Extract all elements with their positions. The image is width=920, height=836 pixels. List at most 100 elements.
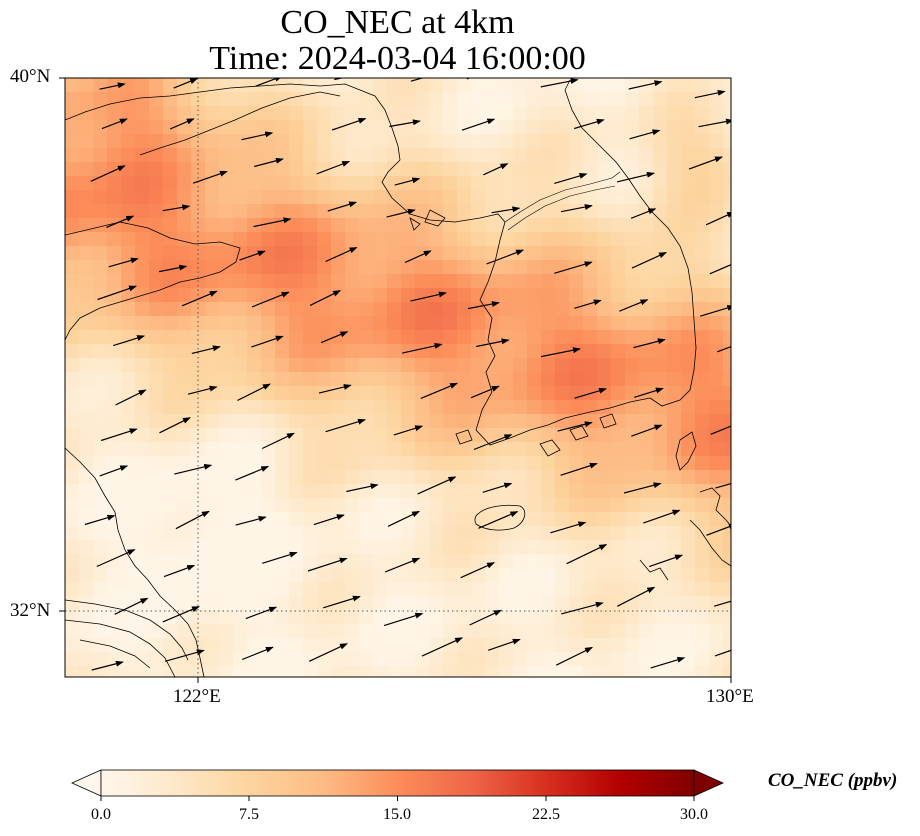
wind-arrow <box>630 208 657 219</box>
wind-arrow <box>262 551 298 564</box>
wind-arrow <box>554 173 588 184</box>
wind-arrow <box>90 165 126 182</box>
wind-arrow <box>715 483 731 489</box>
wind-arrow <box>540 78 579 88</box>
wind-arrow <box>402 342 443 354</box>
wind-arrow <box>331 118 367 131</box>
wind-arrow <box>710 425 731 435</box>
wind-arrow <box>323 595 361 609</box>
wind-arrow <box>241 646 274 661</box>
wind-arrow <box>101 118 128 130</box>
wind-arrow <box>574 299 602 309</box>
colorbar-tick-label-1: 7.5 <box>239 806 259 823</box>
wind-arrow <box>709 264 731 275</box>
wind-arrow <box>108 257 139 268</box>
wind-vectors <box>84 78 731 671</box>
wind-arrow <box>192 170 228 184</box>
wind-arrow <box>113 335 146 347</box>
coastline-china-east <box>65 447 205 677</box>
coastline-korea-east <box>564 89 697 407</box>
wind-arrow <box>486 249 525 265</box>
wind-arrow <box>650 656 686 669</box>
map-frame <box>64 77 732 678</box>
wind-arrow <box>99 465 129 477</box>
coastline-korea-west <box>475 221 651 446</box>
wind-arrow <box>386 208 416 218</box>
wind-arrow <box>483 163 509 176</box>
wind-arrow <box>410 291 447 302</box>
wind-arrow <box>100 428 138 442</box>
wind-arrow <box>261 432 295 450</box>
wind-arrow <box>488 638 521 651</box>
wind-arrow <box>99 82 126 90</box>
wind-arrow <box>628 80 663 90</box>
wind-arrow <box>237 383 271 402</box>
wind-arrow <box>346 483 379 493</box>
axis-ticks <box>59 77 732 683</box>
colorbar-tick-label-2: 15.0 <box>383 806 411 823</box>
wind-arrow <box>421 637 464 657</box>
wind-arrow <box>460 562 496 579</box>
wind-arrow <box>705 211 731 226</box>
wind-arrow <box>410 78 425 82</box>
wind-arrow <box>574 387 607 399</box>
wind-arrow <box>633 338 666 349</box>
wind-arrow <box>557 421 593 432</box>
yangtze-estuary <box>65 599 189 661</box>
wind-arrow <box>566 544 608 565</box>
wind-arrow <box>467 301 500 310</box>
wind-arrow <box>325 246 358 263</box>
wind-arrow <box>714 600 731 607</box>
wind-arrow <box>309 290 342 306</box>
wind-arrow <box>163 564 196 578</box>
wind-arrow <box>313 514 345 526</box>
wind-arrow <box>706 523 731 536</box>
wind-arrow <box>241 131 274 141</box>
lat-label-40N: 40°N <box>10 66 51 87</box>
wind-arrow <box>383 612 424 627</box>
colorbar-tick-label-0: 0.0 <box>91 806 111 823</box>
wind-arrow <box>616 171 655 183</box>
wind-arrow <box>466 78 471 80</box>
colorbar-extend-high <box>693 769 724 797</box>
wind-arrow <box>631 251 668 269</box>
colorbar-tick-label-3: 22.5 <box>532 806 560 823</box>
wind-arrow <box>384 557 421 573</box>
wind-arrow <box>159 417 191 434</box>
wind-arrow <box>473 434 513 451</box>
coastline-jeju <box>474 504 526 531</box>
map-title-line1: CO_NEC at 4km <box>280 4 515 41</box>
coastline-liaodong <box>139 91 341 156</box>
wind-arrow <box>254 157 284 168</box>
wind-arrow <box>393 425 424 436</box>
colorbar-ticks <box>100 796 695 801</box>
wind-arrow <box>158 264 188 273</box>
wind-arrow <box>164 649 205 662</box>
wind-arrow <box>555 646 593 666</box>
wind-arrow <box>389 119 421 128</box>
wind-arrow <box>308 643 348 662</box>
wind-arrow <box>476 338 510 348</box>
wind-arrow <box>478 511 519 529</box>
wind-arrow <box>540 347 581 358</box>
lon-label-122E: 122°E <box>173 686 221 707</box>
wind-arrow <box>91 660 124 671</box>
wind-arrow <box>162 204 191 212</box>
wind-arrow <box>255 78 283 87</box>
wind-arrow <box>574 118 605 130</box>
wind-arrow <box>96 549 136 568</box>
wind-arrow <box>318 384 352 394</box>
wind-arrow <box>235 515 267 526</box>
wind-arrow <box>561 601 604 615</box>
wind-arrow <box>245 606 278 620</box>
wind-arrow <box>97 285 137 301</box>
colorbar <box>71 769 724 801</box>
wind-arrow <box>115 389 147 406</box>
colorbar-body <box>100 769 695 797</box>
wind-arrow <box>550 521 587 534</box>
wind-arrow <box>688 156 723 170</box>
wind-arrow <box>623 482 662 494</box>
wind-arrow <box>325 418 366 433</box>
wind-arrow <box>175 510 210 530</box>
